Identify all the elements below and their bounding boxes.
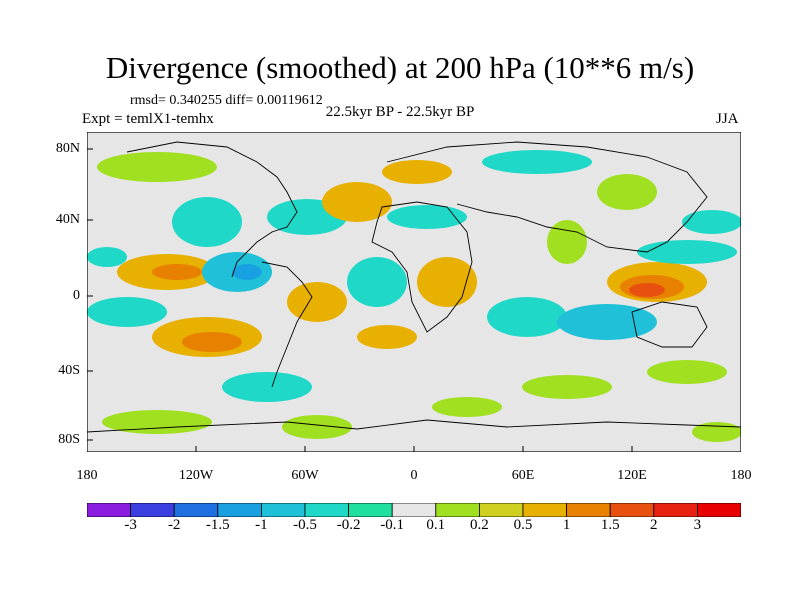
field-blob: [682, 210, 741, 234]
colorbar-swatch: [697, 503, 741, 517]
colorbar-swatch: [566, 503, 611, 517]
field-blob: [692, 422, 741, 442]
colorbar-label: -0.1: [380, 517, 405, 533]
colorbar-label: 2: [650, 517, 658, 533]
colorbar-swatch: [260, 503, 306, 517]
north-america-coast: [126, 141, 298, 278]
field-blob: [432, 397, 502, 417]
field-blob: [629, 283, 665, 297]
colorbar: [87, 503, 741, 517]
field-blob: [487, 297, 567, 337]
field-blob: [97, 152, 217, 182]
colorbar-swatch: [522, 503, 567, 517]
australia-coast: [631, 301, 708, 348]
lon-tick: 60E: [511, 468, 535, 483]
field-blob: [322, 182, 392, 222]
colorbar-label: -0.5: [293, 517, 317, 533]
colorbar-swatch: [304, 503, 349, 517]
field-blob: [637, 240, 737, 264]
field-blob: [417, 257, 477, 307]
colorbar-label: 1: [562, 517, 571, 533]
lon-tick: 180: [76, 468, 98, 483]
field-blob: [87, 247, 127, 267]
field-blob: [557, 304, 657, 340]
colorbar-swatch: [391, 503, 437, 517]
colorbar-swatch: [478, 503, 524, 517]
field-blob: [522, 375, 612, 399]
colorbar-label: -0.2: [336, 517, 361, 533]
coastlines: [87, 141, 741, 433]
colorbar-swatch: [217, 503, 262, 517]
season-label: JJA: [716, 111, 739, 127]
lon-tick: 120E: [617, 468, 647, 483]
south-america-coast: [261, 261, 313, 388]
colorbar-label: 1.5: [600, 517, 620, 533]
field-blob: [152, 264, 202, 280]
field-blob: [382, 160, 452, 184]
field-blob: [102, 410, 212, 434]
lat-tick: 40N: [55, 212, 80, 227]
plot-title: Divergence (smoothed) at 200 hPa (10**6 …: [105, 50, 695, 85]
lon-tick: 180: [730, 468, 752, 483]
lat-tick: 80S: [58, 432, 80, 447]
field-blob: [482, 150, 592, 174]
tick-marks: [87, 148, 633, 452]
colorbar-swatch: [130, 503, 175, 517]
antarctica-coast: [87, 419, 741, 433]
colorbar-swatch: [348, 503, 393, 517]
colorbar-swatch: [653, 503, 698, 517]
lon-tick: 0: [410, 468, 418, 483]
period-label: 22.5kyr BP - 22.5kyr BP: [325, 104, 475, 120]
lon-tick: 60W: [291, 468, 319, 483]
colorbar-label: -2: [167, 517, 181, 533]
colorbar-swatch: [435, 503, 480, 517]
colorbar-label: 0.1: [426, 517, 446, 533]
field-blob: [387, 205, 467, 229]
colorbar-swatch: [87, 503, 131, 517]
stats-label: rmsd= 0.340255 diff= 0.00119612: [130, 93, 323, 108]
field-blob: [647, 360, 727, 384]
lat-tick: 0: [73, 288, 80, 303]
field-blob: [87, 297, 167, 327]
divergence-map: [87, 132, 741, 452]
colorbar-label: 0.5: [513, 517, 533, 533]
field-blob: [172, 197, 242, 247]
lon-tick: 120W: [178, 468, 214, 483]
colorbar-label: -1: [255, 517, 268, 533]
field-blob: [282, 415, 352, 439]
field-blob: [347, 257, 407, 307]
field-blob: [597, 174, 657, 210]
field-blob: [547, 220, 587, 264]
colorbar-label: 3: [693, 517, 702, 533]
eurasia-coast: [386, 141, 708, 253]
lat-tick: 80N: [55, 141, 80, 156]
africa-coast: [371, 201, 473, 333]
experiment-label: Expt = temlX1-temhx: [82, 111, 214, 127]
colorbar-label: -3: [124, 517, 137, 533]
field-blob: [232, 264, 262, 280]
colorbar-swatch: [609, 503, 655, 517]
field-blob: [287, 282, 347, 322]
field-blob: [182, 332, 242, 352]
field-blob: [222, 372, 312, 402]
colorbar-swatch: [173, 503, 219, 517]
field-blob: [357, 325, 417, 349]
lat-tick: 40S: [58, 363, 80, 378]
divergence-field: [87, 150, 741, 442]
colorbar-label: -1.5: [205, 517, 230, 533]
colorbar-label: 0.2: [470, 517, 489, 533]
